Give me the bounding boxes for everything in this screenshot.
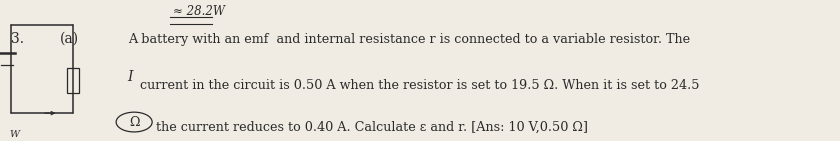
Text: I: I — [128, 70, 133, 84]
Text: current in the circuit is 0.50 A when the resistor is set to 19.5 Ω. When it is : current in the circuit is 0.50 A when th… — [136, 79, 699, 92]
Text: (a): (a) — [60, 32, 79, 46]
Text: ≈ 28.2W: ≈ 28.2W — [173, 5, 224, 18]
Bar — [66, 68, 79, 93]
Text: A battery with an emf  and internal resistance r is connected to a variable resi: A battery with an emf and internal resis… — [128, 33, 690, 46]
Text: Ω: Ω — [129, 116, 139, 129]
Text: 3.: 3. — [11, 32, 24, 46]
Text: the current reduces to 0.40 A. Calculate ε and r. [Ans: 10 V,0.50 Ω]: the current reduces to 0.40 A. Calculate… — [152, 120, 588, 133]
Text: W: W — [9, 130, 18, 139]
